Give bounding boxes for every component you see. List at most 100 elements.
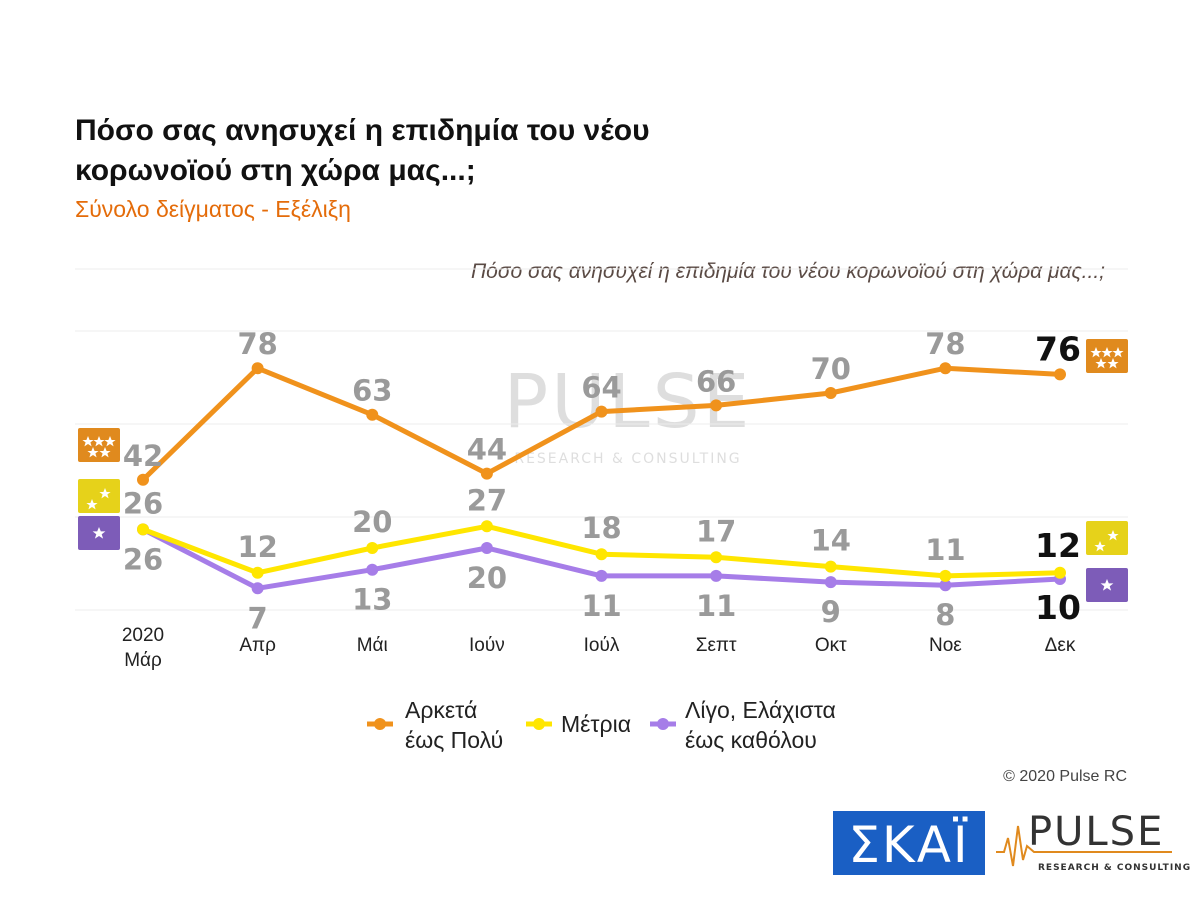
- x-tick-label: Μάρ: [124, 650, 162, 671]
- badge-right-low: [1086, 568, 1128, 602]
- badge-right-mid: [1086, 521, 1128, 555]
- value-label-high: 42: [123, 439, 163, 473]
- legend-item-mid: Μέτρια: [526, 711, 631, 737]
- value-label-low: 8: [935, 598, 955, 632]
- data-point-mid: [1054, 566, 1066, 579]
- two-stars-icon: [86, 488, 111, 510]
- watermark-brand: PULSE: [504, 359, 753, 445]
- one-star-icon: [92, 527, 106, 539]
- data-point-mid: [710, 551, 723, 564]
- value-label-low: 10: [1035, 588, 1081, 627]
- data-point-high: [939, 362, 952, 375]
- logo-skai-bg: [833, 811, 985, 875]
- badge-bg: [1086, 339, 1128, 373]
- data-point-low: [480, 542, 493, 554]
- legend-item-low: Λίγο, Ελάχιστα έως καθόλου: [650, 697, 836, 753]
- pulse-wave-icon: [996, 825, 1172, 867]
- data-point-low: [710, 569, 723, 582]
- logo-pulse: PULSE RESEARCH & CONSULTING: [996, 809, 1191, 873]
- value-label-high: 76: [1035, 329, 1081, 368]
- x-tick-label: Μάι: [357, 635, 388, 656]
- badge-left-low: [78, 516, 120, 550]
- data-point-high: [824, 387, 837, 399]
- value-label-mid: 26: [123, 486, 163, 520]
- x-tick-label: Ιούν: [469, 635, 505, 656]
- data-point-high: [251, 362, 264, 375]
- data-point-mid: [251, 566, 264, 579]
- watermark: PULSE RESEARCH & CONSULTING: [504, 359, 753, 467]
- chart-title-line1: Πόσο σας ανησυχεί η επιδημία του νέου: [75, 114, 650, 147]
- value-label-low: 20: [467, 561, 507, 595]
- value-label-low: 11: [696, 589, 736, 623]
- x-tick-label: Απρ: [239, 635, 276, 656]
- data-point-mid: [366, 542, 379, 554]
- data-point-mid: [939, 569, 952, 582]
- value-label-low: 7: [248, 601, 268, 635]
- question-text: Πόσο σας ανησυχεί η επιδημία του νέου κο…: [471, 260, 1105, 283]
- legend-label-mid: Μέτρια: [561, 711, 631, 737]
- data-point-mid: [595, 548, 608, 561]
- badge-bg: [78, 428, 120, 462]
- value-labels: 42 26 26 78 12 7 63 20 13 44 27 20 64 18 11 66 17 11 70 14 9…: [123, 327, 1081, 635]
- series-high: [137, 362, 1066, 486]
- badge-bg: [78, 479, 120, 513]
- x-tick-label: 2020: [122, 625, 164, 646]
- two-stars-icon: [1094, 530, 1119, 552]
- value-label-low: 13: [352, 583, 392, 617]
- x-axis-ticks: 2020 Μάρ Απρ Μάι Ιούν Ιούλ Σεπτ Οκτ Νοε Δεκ: [122, 625, 1076, 671]
- copyright: © 2020 Pulse RC: [1003, 768, 1127, 785]
- x-tick-label: Σεπτ: [696, 635, 737, 656]
- legend-label-high-line1: Αρκετά: [405, 697, 477, 723]
- data-point-low: [366, 563, 379, 576]
- data-point-high: [1054, 368, 1066, 381]
- logo-pulse-text: PULSE: [1028, 809, 1164, 855]
- value-label-mid: 12: [237, 530, 277, 564]
- chart-title-line2: κορωνοϊού στη χώρα μας...;: [75, 154, 476, 187]
- data-point-mid: [137, 523, 149, 536]
- legend: Αρκετά έως Πολύ Μέτρια Λίγο, Ελάχιστα έω…: [367, 697, 836, 753]
- value-label-high: 78: [925, 327, 965, 361]
- badge-left-high: [78, 428, 120, 462]
- three-stars-icon: [1090, 347, 1124, 369]
- value-label-low: 11: [581, 589, 621, 623]
- series-mid: [137, 520, 1066, 582]
- x-tick-label: Ιούλ: [584, 635, 620, 656]
- value-label-high: 78: [237, 327, 277, 361]
- value-label-high: 66: [696, 364, 736, 398]
- value-label-low: 9: [821, 595, 841, 629]
- legend-item-high: Αρκετά έως Πολύ: [367, 697, 503, 753]
- data-point-low: [251, 582, 264, 595]
- one-star-icon: [1100, 579, 1114, 591]
- logo-skai-text: ΣΚΑΪ: [848, 816, 969, 874]
- value-label-low: 26: [123, 542, 163, 576]
- data-point-low: [824, 576, 837, 589]
- x-tick-label: Νοε: [929, 635, 962, 656]
- data-point-high: [595, 405, 608, 418]
- x-tick-label: Δεκ: [1045, 635, 1076, 656]
- value-label-mid: 12: [1035, 526, 1081, 565]
- value-label-high: 70: [811, 352, 851, 386]
- grid-lines: [75, 268, 1128, 611]
- logo-skai: ΣΚΑΪ: [833, 811, 985, 875]
- data-point-high: [710, 399, 723, 412]
- value-label-mid: 17: [696, 514, 736, 548]
- value-label-mid: 27: [467, 483, 507, 517]
- legend-label-high-line2: έως Πολύ: [405, 727, 503, 753]
- badge-left-mid: [78, 479, 120, 513]
- data-point-mid: [824, 560, 837, 573]
- three-stars-icon: [82, 436, 116, 458]
- chart-subtitle: Σύνολο δείγματος - Εξέλιξη: [75, 196, 351, 222]
- badge-bg: [1086, 521, 1128, 555]
- logo-pulse-tagline: RESEARCH & CONSULTING: [1038, 863, 1191, 873]
- value-label-high: 63: [352, 374, 392, 408]
- value-label-mid: 20: [352, 505, 392, 539]
- value-label-mid: 11: [925, 533, 965, 567]
- legend-label-low-line1: Λίγο, Ελάχιστα: [685, 697, 836, 723]
- data-point-high: [366, 408, 379, 421]
- value-label-high: 44: [467, 433, 507, 467]
- x-tick-label: Οκτ: [815, 635, 847, 656]
- data-point-mid: [480, 520, 493, 533]
- value-label-mid: 18: [581, 511, 621, 545]
- value-label-mid: 14: [811, 524, 851, 558]
- legend-label-low-line2: έως καθόλου: [685, 727, 817, 753]
